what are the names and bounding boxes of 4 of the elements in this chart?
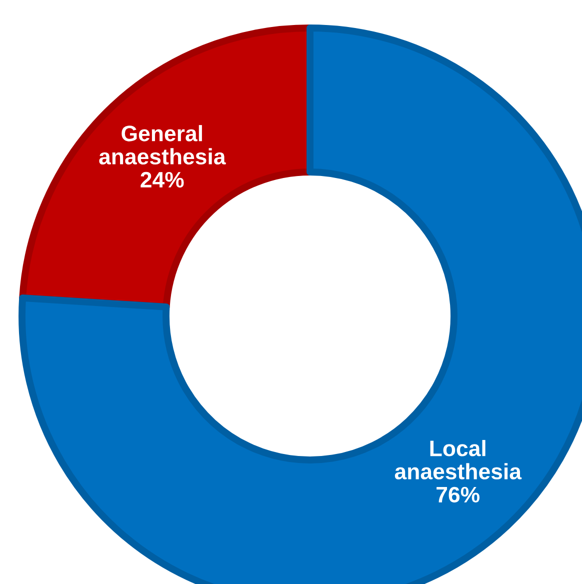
- slice-label: Local anaesthesia: [394, 440, 522, 480]
- slice-label: General anaesthesia: [99, 125, 226, 165]
- data-label: 76%: [436, 486, 480, 503]
- data-label: 24%: [140, 172, 184, 188]
